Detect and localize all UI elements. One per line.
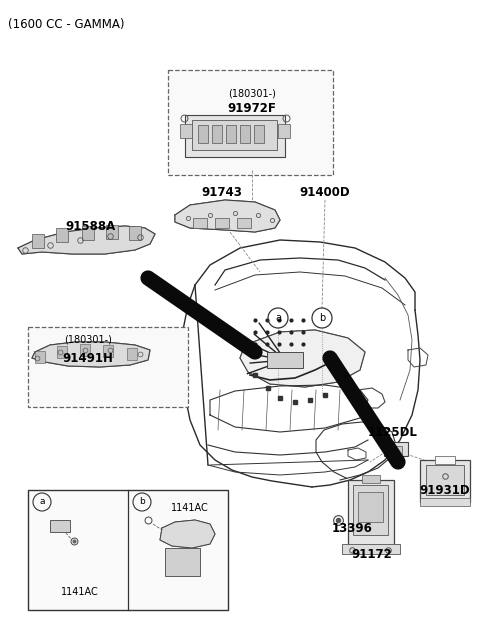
Bar xyxy=(362,475,380,483)
Text: 91931D: 91931D xyxy=(420,483,470,496)
Polygon shape xyxy=(175,200,280,232)
Bar xyxy=(127,348,137,360)
Text: 91588A: 91588A xyxy=(66,219,116,232)
Bar xyxy=(342,544,400,554)
Bar xyxy=(420,460,470,502)
Text: 91743: 91743 xyxy=(202,186,242,200)
Bar xyxy=(35,351,45,363)
Bar xyxy=(80,344,90,356)
Bar xyxy=(185,115,285,157)
Text: 91491H: 91491H xyxy=(62,352,113,365)
Bar xyxy=(57,346,67,358)
Bar xyxy=(358,492,383,522)
Text: 91172: 91172 xyxy=(352,549,392,561)
Bar xyxy=(254,125,264,143)
Text: 91400D: 91400D xyxy=(300,186,350,200)
Bar xyxy=(226,125,236,143)
Text: 1141AC: 1141AC xyxy=(171,503,209,513)
Text: a: a xyxy=(39,498,45,507)
Bar xyxy=(353,485,388,535)
Polygon shape xyxy=(240,330,365,387)
Bar xyxy=(198,125,208,143)
Text: (180301-): (180301-) xyxy=(64,335,112,345)
Text: a: a xyxy=(275,313,281,323)
Bar xyxy=(215,218,229,228)
Bar xyxy=(420,498,470,506)
Text: 13396: 13396 xyxy=(332,522,372,536)
Bar xyxy=(237,218,251,228)
Bar xyxy=(348,480,394,548)
Text: (180301-): (180301-) xyxy=(228,88,276,98)
Bar xyxy=(192,120,277,150)
Text: b: b xyxy=(139,498,145,507)
Bar xyxy=(32,234,44,248)
Bar xyxy=(384,442,408,456)
Polygon shape xyxy=(32,342,150,367)
Text: 1125DL: 1125DL xyxy=(368,425,418,438)
Bar xyxy=(168,70,333,175)
Text: (1600 CC - GAMMA): (1600 CC - GAMMA) xyxy=(8,18,124,31)
Polygon shape xyxy=(18,226,155,254)
Text: b: b xyxy=(319,313,325,323)
Text: 1141AC: 1141AC xyxy=(61,587,99,597)
Bar xyxy=(28,327,188,407)
Bar xyxy=(28,490,228,610)
Bar xyxy=(390,446,402,454)
Polygon shape xyxy=(160,520,215,548)
Bar xyxy=(426,465,464,495)
Bar xyxy=(212,125,222,143)
Bar xyxy=(106,225,118,239)
Text: 91972F: 91972F xyxy=(228,101,276,115)
Bar xyxy=(165,548,200,576)
Bar xyxy=(435,456,455,464)
Bar xyxy=(278,124,290,138)
Bar xyxy=(180,124,192,138)
Bar xyxy=(240,125,250,143)
Bar xyxy=(267,352,303,368)
Bar xyxy=(50,520,70,532)
Bar xyxy=(129,226,141,240)
Bar xyxy=(103,345,113,357)
Bar xyxy=(82,226,94,240)
Bar xyxy=(193,218,207,228)
Bar xyxy=(56,228,68,242)
